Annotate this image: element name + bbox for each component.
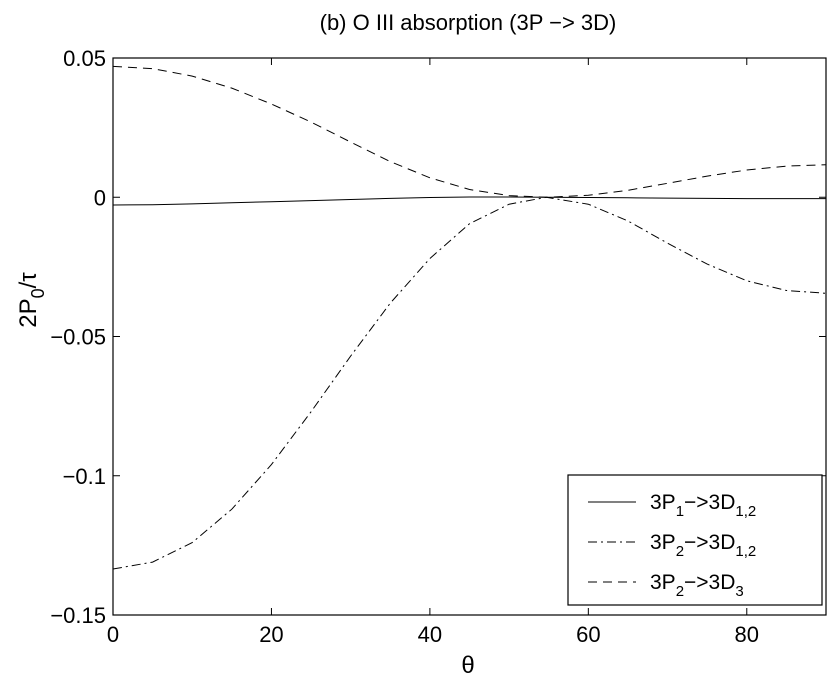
y-tick-label: 0 <box>94 185 106 210</box>
y-axis-label-tail: /τ <box>15 272 42 289</box>
x-tick-label: 80 <box>735 622 759 647</box>
legend-entry: 3P1−>3D1,2 <box>650 491 756 520</box>
series-line-1 <box>112 196 826 206</box>
legend-subscript: 2 <box>676 543 684 560</box>
legend-subscript: 1 <box>676 503 684 520</box>
legend-text-part: −>3D <box>684 491 735 514</box>
legend-text-part: 3P <box>650 491 676 514</box>
legend-text-part: −>3D <box>684 571 735 594</box>
legend-text-part: 3P <box>650 531 676 554</box>
x-tick-label: 20 <box>259 622 283 647</box>
y-axis: 0.05 0 −0.05 −0.1 −0.15 <box>50 46 826 628</box>
y-tick-label: −0.1 <box>63 464 106 489</box>
legend-text-part: 3P <box>650 571 676 594</box>
x-tick-label: 40 <box>418 622 442 647</box>
x-axis-label: θ <box>461 652 474 679</box>
x-axis: 0 20 40 60 80 <box>107 58 759 647</box>
chart-title: (b) O III absorption (3P −> 3D) <box>320 10 617 35</box>
series-line-2 <box>112 196 827 570</box>
legend-subscript: 3 <box>735 583 743 600</box>
y-axis-label: 2P0/τ <box>15 272 48 328</box>
legend-subscript: 1,2 <box>735 543 756 560</box>
x-tick-label: 0 <box>107 622 119 647</box>
y-axis-label-sub: 0 <box>28 288 48 298</box>
y-axis-label-main: 2P <box>15 298 42 327</box>
legend-subscript: 2 <box>676 583 684 600</box>
y-tick-label: −0.15 <box>50 603 106 628</box>
legend-subscript: 1,2 <box>735 503 756 520</box>
legend-entry: 3P2−>3D1,2 <box>650 531 756 560</box>
legend-entry: 3P2−>3D3 <box>650 571 744 600</box>
legend-text-part: −>3D <box>684 531 735 554</box>
legend-box <box>567 474 823 606</box>
x-tick-label: 60 <box>576 622 600 647</box>
series-lines <box>112 65 827 570</box>
y-tick-label: −0.05 <box>50 325 106 350</box>
y-tick-label: 0.05 <box>63 46 106 71</box>
series-line-3 <box>112 65 827 198</box>
